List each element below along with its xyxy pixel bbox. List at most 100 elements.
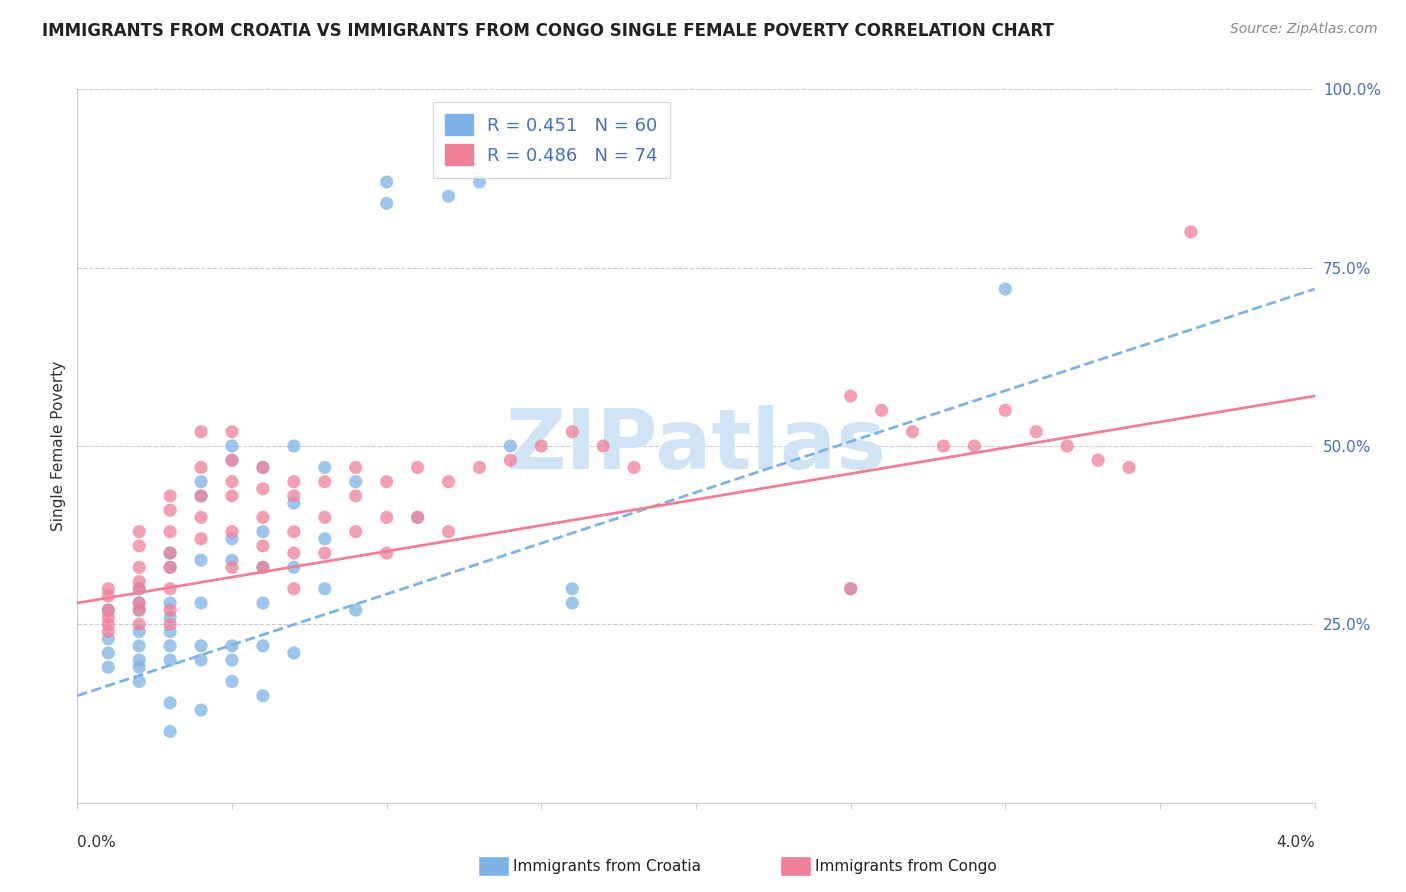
Point: [994, 282, 1017, 296]
Point: [190, 489, 212, 503]
Point: [283, 646, 305, 660]
Point: [128, 596, 150, 610]
Point: [159, 596, 181, 610]
Point: [870, 403, 893, 417]
Point: [190, 425, 212, 439]
Point: [1025, 425, 1047, 439]
Point: [159, 489, 181, 503]
Point: [190, 596, 212, 610]
Point: [190, 653, 212, 667]
Point: [128, 660, 150, 674]
Point: [375, 546, 398, 560]
Point: [190, 532, 212, 546]
Point: [221, 453, 243, 467]
Point: [97, 646, 120, 660]
Point: [375, 196, 398, 211]
Point: [221, 653, 243, 667]
Point: [128, 582, 150, 596]
Point: [97, 617, 120, 632]
Point: [375, 510, 398, 524]
Point: [344, 460, 367, 475]
Point: [1056, 439, 1078, 453]
Point: [159, 546, 181, 560]
Point: [623, 460, 645, 475]
Point: [190, 639, 212, 653]
Point: [128, 639, 150, 653]
Point: [963, 439, 986, 453]
Point: [190, 489, 212, 503]
Point: [252, 460, 274, 475]
Point: [159, 696, 181, 710]
Point: [97, 603, 120, 617]
Point: [437, 189, 460, 203]
Point: [128, 596, 150, 610]
Point: [221, 453, 243, 467]
Point: [97, 582, 120, 596]
Point: [128, 539, 150, 553]
Point: [97, 610, 120, 624]
Point: [221, 489, 243, 503]
Point: [314, 510, 336, 524]
Point: [128, 624, 150, 639]
Point: [468, 460, 491, 475]
Point: [221, 524, 243, 539]
Point: [128, 574, 150, 589]
Point: [128, 653, 150, 667]
Point: [283, 560, 305, 574]
Point: [839, 582, 862, 596]
Point: [283, 475, 305, 489]
Point: [252, 560, 274, 574]
Point: [344, 524, 367, 539]
Point: [159, 653, 181, 667]
Text: Source: ZipAtlas.com: Source: ZipAtlas.com: [1230, 22, 1378, 37]
Point: [561, 582, 583, 596]
Point: [283, 496, 305, 510]
Text: IMMIGRANTS FROM CROATIA VS IMMIGRANTS FROM CONGO SINGLE FEMALE POVERTY CORRELATI: IMMIGRANTS FROM CROATIA VS IMMIGRANTS FR…: [42, 22, 1054, 40]
Point: [314, 532, 336, 546]
Point: [1118, 460, 1140, 475]
Text: ZIPatlas: ZIPatlas: [506, 406, 886, 486]
Point: [994, 403, 1017, 417]
Point: [97, 660, 120, 674]
Legend: R = 0.451   N = 60, R = 0.486   N = 74: R = 0.451 N = 60, R = 0.486 N = 74: [433, 102, 671, 178]
Point: [159, 603, 181, 617]
Point: [283, 582, 305, 596]
Point: [252, 460, 274, 475]
Point: [97, 624, 120, 639]
Point: [252, 539, 274, 553]
Point: [221, 553, 243, 567]
Point: [839, 582, 862, 596]
Point: [561, 425, 583, 439]
Point: [283, 489, 305, 503]
Point: [344, 603, 367, 617]
Point: [159, 503, 181, 517]
Point: [932, 439, 955, 453]
Point: [406, 510, 429, 524]
Text: 0.0%: 0.0%: [77, 835, 117, 850]
Point: [128, 603, 150, 617]
Point: [221, 532, 243, 546]
Text: Immigrants from Croatia: Immigrants from Croatia: [513, 859, 702, 873]
Point: [499, 439, 522, 453]
Point: [159, 639, 181, 653]
Point: [221, 560, 243, 574]
Point: [97, 603, 120, 617]
Point: [252, 482, 274, 496]
Point: [159, 617, 181, 632]
Point: [159, 560, 181, 574]
Point: [128, 560, 150, 574]
Point: [128, 617, 150, 632]
Point: [252, 639, 274, 653]
Point: [128, 582, 150, 596]
Point: [252, 689, 274, 703]
Point: [221, 639, 243, 653]
Point: [375, 175, 398, 189]
Point: [901, 425, 924, 439]
Point: [159, 624, 181, 639]
Y-axis label: Single Female Poverty: Single Female Poverty: [51, 361, 66, 531]
Point: [252, 560, 274, 574]
Point: [314, 582, 336, 596]
Point: [252, 596, 274, 610]
Point: [190, 703, 212, 717]
Point: [252, 524, 274, 539]
